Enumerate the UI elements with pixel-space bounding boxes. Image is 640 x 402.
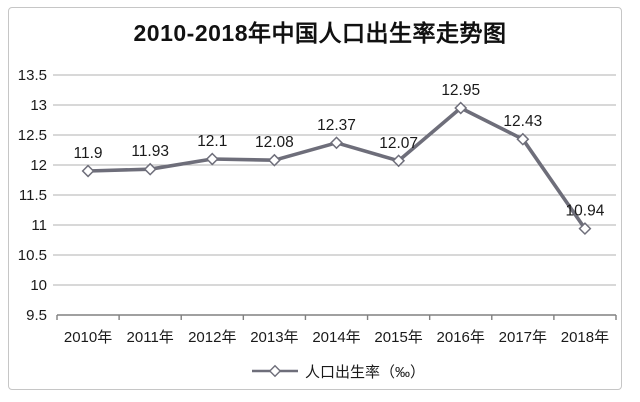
data-point-marker	[578, 222, 592, 236]
legend-series-label: 人口出生率（‰）	[304, 363, 425, 381]
x-axis-category-label: 2013年	[250, 329, 298, 346]
y-axis-tick-label: 12	[30, 157, 47, 174]
data-point-marker	[143, 162, 157, 176]
legend-marker-icon	[251, 364, 298, 378]
chart-title: 2010-2018年中国人口出生率走势图	[133, 20, 507, 46]
chart-legend: 人口出生率（‰）	[0, 358, 640, 384]
x-axis-category-label: 2015年	[374, 329, 422, 346]
data-point-label: 12.1	[197, 133, 227, 150]
y-axis-tick-label: 10.5	[18, 247, 47, 264]
data-point-label: 12.43	[503, 113, 542, 130]
data-point-label: 12.08	[255, 134, 294, 151]
y-axis-tick-label: 9.5	[26, 307, 47, 324]
data-point-label: 12.07	[379, 135, 418, 152]
chart-card	[8, 7, 622, 390]
y-axis-tick-label: 10	[30, 277, 47, 294]
data-point-label: 11.93	[131, 143, 169, 160]
y-axis-tick-label: 13	[30, 97, 47, 114]
data-point-marker	[454, 101, 468, 115]
y-axis-tick-label: 13.5	[18, 67, 47, 84]
y-axis-tick-label: 12.5	[18, 127, 47, 144]
x-axis-category-label: 2018年	[561, 329, 609, 346]
data-point-marker	[330, 136, 343, 150]
data-point-marker	[205, 152, 219, 166]
x-axis-category-label: 2011年	[127, 329, 174, 346]
y-axis-tick-label: 11	[31, 217, 47, 234]
data-point-label: 11.9	[74, 145, 103, 162]
x-axis-category-label: 2017年	[499, 329, 547, 346]
data-point-marker	[516, 132, 530, 146]
x-axis-category-label: 2012年	[188, 329, 236, 346]
data-point-label: 12.37	[317, 117, 356, 134]
y-axis-tick-label: 11.5	[19, 187, 47, 204]
x-axis-category-label: 2014年	[312, 329, 360, 346]
data-point-label: 10.94	[566, 203, 605, 220]
data-point-marker	[81, 164, 95, 178]
data-point-marker	[267, 153, 281, 167]
data-point-label: 12.95	[441, 82, 480, 99]
data-point-marker	[392, 154, 406, 168]
x-axis-category-label: 2016年	[437, 329, 485, 346]
x-axis-category-label: 2010年	[64, 329, 112, 346]
